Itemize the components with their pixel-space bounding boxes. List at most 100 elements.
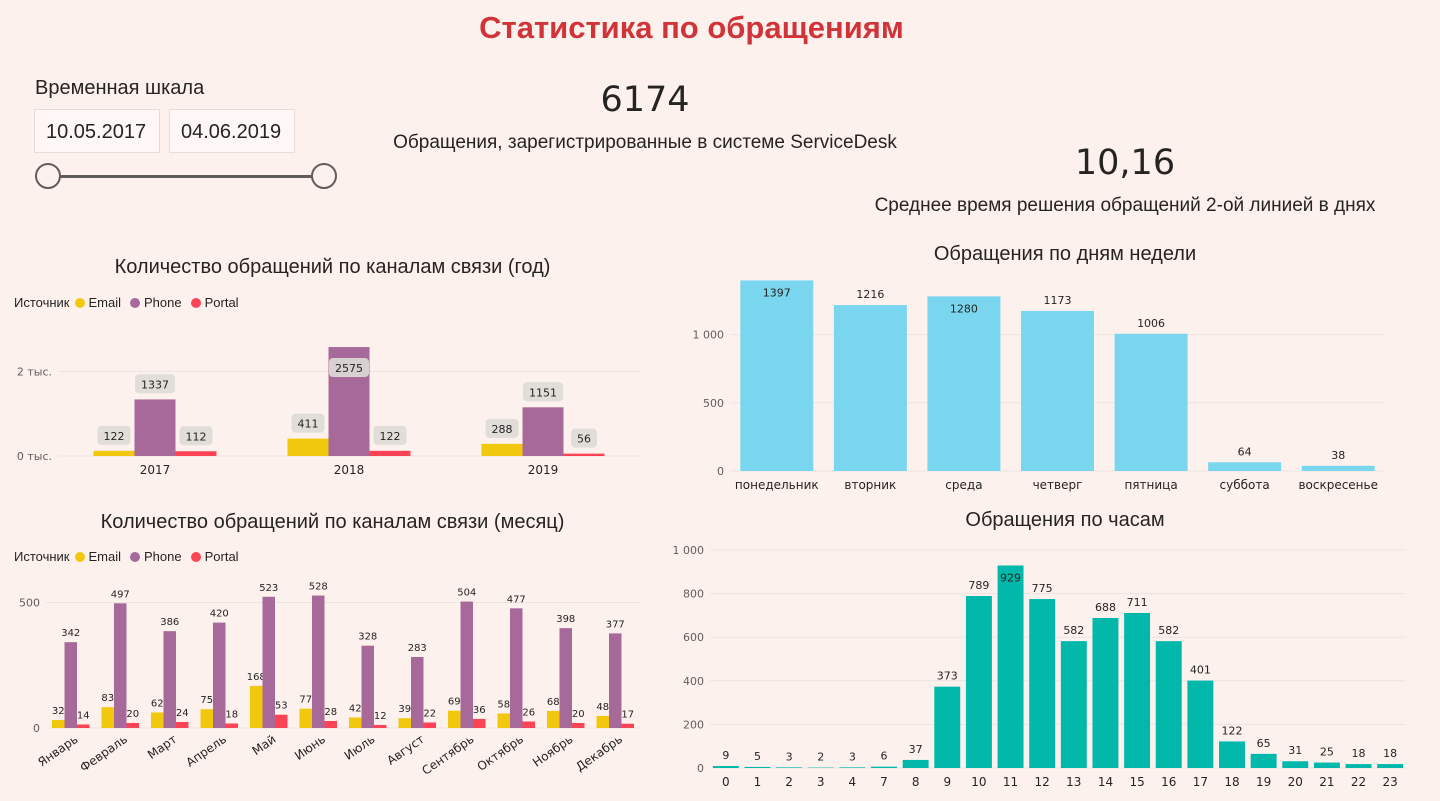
- bar: [839, 767, 866, 768]
- data-label: 18: [225, 709, 238, 720]
- bar: [1124, 613, 1151, 768]
- bar: [1377, 764, 1404, 768]
- x-axis-tick-label: 15: [1129, 775, 1144, 789]
- monthly-chart-legend: Источник Email Phone Portal: [14, 549, 243, 564]
- data-label: 775: [1032, 582, 1053, 595]
- data-label: 328: [358, 632, 377, 643]
- bar-email: [250, 685, 263, 728]
- bar-phone: [262, 596, 275, 728]
- slider-start-handle[interactable]: [35, 163, 61, 189]
- y-axis-tick-label: 2 тыс.: [17, 365, 52, 378]
- legend-item-phone[interactable]: Phone: [130, 295, 182, 310]
- x-axis-tick-label: 18: [1224, 775, 1239, 789]
- x-axis-tick-label: 22: [1351, 775, 1366, 789]
- x-axis-tick-label: 2: [785, 775, 793, 789]
- bar: [1021, 310, 1094, 471]
- data-label: 68: [547, 697, 560, 708]
- legend-item-phone[interactable]: Phone: [130, 549, 182, 564]
- portal-dot-icon: [190, 297, 201, 308]
- bar: [1250, 753, 1277, 768]
- bar-email: [93, 450, 135, 456]
- data-label: 25: [1320, 746, 1334, 759]
- bar-phone: [64, 642, 77, 728]
- x-axis-tick-label: 10: [971, 775, 986, 789]
- end-date-input[interactable]: 04.06.2019: [169, 109, 295, 153]
- bar-portal: [275, 714, 288, 728]
- legend-item-portal[interactable]: Portal: [190, 295, 239, 310]
- data-label: 39: [398, 704, 411, 715]
- data-label: 112: [186, 430, 207, 443]
- bar-portal: [473, 718, 486, 728]
- bar-portal: [126, 722, 139, 728]
- bar-portal: [77, 724, 90, 728]
- data-label: 789: [968, 579, 989, 592]
- bar-email: [596, 715, 609, 728]
- data-label-box: [291, 413, 325, 433]
- x-axis-tick-label: 1: [754, 775, 762, 789]
- bar: [776, 767, 803, 768]
- data-label: 14: [77, 710, 90, 721]
- x-axis-tick-label: 20: [1288, 775, 1303, 789]
- timeline-slicer-title: Временная шкала: [35, 77, 205, 99]
- bar-email: [448, 710, 461, 728]
- data-label: 386: [160, 617, 179, 628]
- start-date-input[interactable]: 10.05.2017: [34, 109, 160, 153]
- bar-email: [481, 443, 523, 456]
- x-axis-tick-label: 2017: [140, 463, 171, 477]
- slider-end-handle[interactable]: [311, 163, 337, 189]
- legend-item-email[interactable]: Email: [74, 295, 121, 310]
- data-label: 18: [1352, 747, 1366, 760]
- bar: [1155, 641, 1182, 768]
- weekday-chart: 0 500 1 000 1397 понедельник 1216 вторник 1280 с…: [693, 280, 1385, 492]
- kpi-total-requests-label: Обращения, зарегистрированные в системе …: [393, 132, 897, 153]
- data-label: 342: [61, 628, 80, 639]
- x-axis-tick-label: 19: [1256, 775, 1271, 789]
- data-label: 528: [309, 582, 328, 593]
- bar: [1114, 333, 1188, 471]
- bar-portal: [572, 722, 585, 728]
- timeline-slider-track[interactable]: [48, 175, 325, 178]
- y-axis-tick-label: 0 тыс.: [17, 450, 52, 463]
- x-axis-tick-label: Январь: [35, 732, 80, 769]
- kpi-avg-resolution-label: Среднее время решения обращений 2-ой лин…: [874, 195, 1376, 216]
- data-label: 688: [1095, 601, 1116, 614]
- data-label: 398: [556, 614, 575, 625]
- bar: [902, 759, 929, 768]
- data-label: 1006: [1137, 317, 1165, 330]
- data-label: 53: [275, 701, 288, 712]
- bar-portal: [423, 722, 436, 728]
- data-label: 31: [1288, 744, 1302, 757]
- legend-label-portal: Portal: [204, 549, 239, 564]
- bar: [1313, 762, 1340, 768]
- x-axis-tick-label: 9: [943, 775, 951, 789]
- data-label: 37: [909, 743, 923, 756]
- yearly-chart-title: Количество обращений по каналам связи (г…: [114, 256, 551, 278]
- data-label-box: [135, 374, 175, 394]
- x-axis-tick-label: 4: [849, 775, 857, 789]
- x-axis-tick-label: суббота: [1220, 478, 1270, 492]
- legend-item-portal[interactable]: Portal: [190, 549, 239, 564]
- data-label: 32: [52, 706, 65, 717]
- data-label: 20: [572, 709, 585, 720]
- legend-label-phone: Phone: [144, 549, 182, 564]
- x-axis-tick-label: 7: [880, 775, 888, 789]
- bar-email: [200, 709, 213, 728]
- data-label-box: [485, 418, 519, 438]
- x-axis-tick-label: Октябрь: [475, 732, 526, 774]
- data-label: 2575: [335, 362, 363, 375]
- bar-portal: [324, 720, 337, 728]
- data-label: 20: [126, 709, 139, 720]
- x-axis-tick-label: пятница: [1124, 478, 1177, 492]
- data-label: 1216: [856, 288, 884, 301]
- bar-phone: [213, 622, 226, 728]
- legend-item-email[interactable]: Email: [74, 549, 121, 564]
- email-dot-icon: [74, 551, 85, 562]
- data-label-box: [571, 428, 597, 448]
- data-label: 48: [596, 702, 609, 713]
- bar: [744, 766, 771, 768]
- data-label: 373: [937, 670, 958, 683]
- x-axis-tick-label: 0: [722, 775, 730, 789]
- x-axis-tick-label: 14: [1098, 775, 1113, 789]
- x-axis-tick-label: 2019: [528, 463, 559, 477]
- legend-title: Источник: [14, 549, 70, 564]
